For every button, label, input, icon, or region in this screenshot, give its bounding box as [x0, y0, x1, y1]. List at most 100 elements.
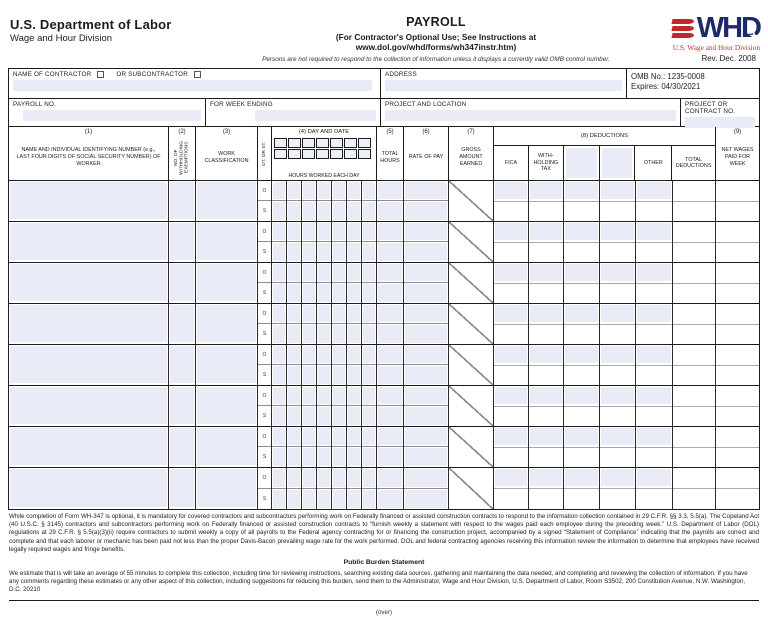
total-hours-cell[interactable] — [377, 181, 404, 221]
hours-day-cell[interactable] — [362, 427, 377, 467]
net-wages-cell[interactable] — [716, 386, 759, 426]
deduction-blank-cell-1[interactable] — [564, 468, 600, 509]
hours-day-cell[interactable] — [332, 304, 347, 344]
hours-day-cell[interactable] — [332, 222, 347, 262]
day-date-box[interactable] — [315, 149, 329, 159]
hours-day-cell[interactable] — [272, 304, 287, 344]
deduction-blank-cell-1[interactable] — [564, 181, 600, 221]
gross-amount-cell[interactable] — [449, 468, 494, 509]
subcontractor-checkbox[interactable] — [194, 71, 202, 78]
withholding-exemptions-cell[interactable] — [169, 181, 196, 221]
hours-day-cell[interactable] — [332, 263, 347, 303]
day-date-box[interactable] — [329, 149, 343, 159]
worker-name-cell[interactable] — [9, 468, 169, 509]
week-ending-input[interactable] — [255, 110, 376, 121]
hours-day-cell[interactable] — [287, 345, 302, 385]
work-classification-cell[interactable] — [196, 468, 258, 509]
other-deduction-cell[interactable] — [636, 386, 673, 426]
hours-day-cell[interactable] — [302, 304, 317, 344]
deduction-blank-cell-2[interactable] — [600, 386, 636, 426]
fica-cell[interactable] — [494, 304, 529, 344]
worker-name-cell[interactable] — [9, 222, 169, 262]
worker-name-cell[interactable] — [9, 181, 169, 221]
hours-day-cell[interactable] — [317, 304, 332, 344]
withholding-exemptions-cell[interactable] — [169, 263, 196, 303]
rate-of-pay-cell[interactable] — [404, 345, 449, 385]
worker-name-cell[interactable] — [9, 304, 169, 344]
net-wages-cell[interactable] — [716, 345, 759, 385]
day-date-box[interactable] — [343, 149, 357, 159]
hours-day-cell[interactable] — [302, 427, 317, 467]
worker-name-cell[interactable] — [9, 345, 169, 385]
other-deduction-cell[interactable] — [636, 222, 673, 262]
rate-of-pay-cell[interactable] — [404, 222, 449, 262]
hours-day-cell[interactable] — [362, 304, 377, 344]
hours-day-cell[interactable] — [332, 427, 347, 467]
fica-cell[interactable] — [494, 345, 529, 385]
deduction-blank-cell-2[interactable] — [600, 181, 636, 221]
withholding-tax-cell[interactable] — [529, 427, 564, 467]
deduction-blank-cell-1[interactable] — [564, 386, 600, 426]
rate-of-pay-cell[interactable] — [404, 263, 449, 303]
withholding-exemptions-cell[interactable] — [169, 386, 196, 426]
total-deductions-cell[interactable] — [673, 222, 716, 262]
hours-day-cell[interactable] — [347, 468, 362, 509]
hours-day-cell[interactable] — [302, 468, 317, 509]
hours-day-cell[interactable] — [332, 181, 347, 221]
day-date-box[interactable] — [301, 138, 315, 148]
deduction-blank-cell-2[interactable] — [600, 263, 636, 303]
net-wages-cell[interactable] — [716, 427, 759, 467]
rate-of-pay-cell[interactable] — [404, 304, 449, 344]
net-wages-cell[interactable] — [716, 304, 759, 344]
withholding-exemptions-cell[interactable] — [169, 468, 196, 509]
hours-day-cell[interactable] — [302, 181, 317, 221]
gross-amount-cell[interactable] — [449, 427, 494, 467]
deduction-blank-cell-2[interactable] — [600, 345, 636, 385]
work-classification-cell[interactable] — [196, 222, 258, 262]
rate-of-pay-cell[interactable] — [404, 468, 449, 509]
hours-day-cell[interactable] — [287, 427, 302, 467]
project-location-input[interactable] — [385, 110, 676, 121]
withholding-tax-cell[interactable] — [529, 263, 564, 303]
hours-day-cell[interactable] — [287, 181, 302, 221]
hours-day-cell[interactable] — [362, 345, 377, 385]
hours-day-cell[interactable] — [332, 386, 347, 426]
hours-day-cell[interactable] — [362, 468, 377, 509]
hours-day-cell[interactable] — [287, 468, 302, 509]
hours-day-cell[interactable] — [317, 386, 332, 426]
fica-cell[interactable] — [494, 427, 529, 467]
rate-of-pay-cell[interactable] — [404, 181, 449, 221]
contract-no-input[interactable] — [685, 117, 755, 128]
day-date-box[interactable] — [315, 138, 329, 148]
work-classification-cell[interactable] — [196, 263, 258, 303]
contractor-name-input[interactable] — [13, 80, 373, 91]
fica-cell[interactable] — [494, 181, 529, 221]
total-deductions-cell[interactable] — [673, 263, 716, 303]
deduction-blank-cell-2[interactable] — [600, 304, 636, 344]
other-deduction-cell[interactable] — [636, 181, 673, 221]
net-wages-cell[interactable] — [716, 263, 759, 303]
worker-name-cell[interactable] — [9, 427, 169, 467]
total-deductions-cell[interactable] — [673, 427, 716, 467]
contractor-checkbox[interactable] — [97, 71, 105, 78]
fica-cell[interactable] — [494, 468, 529, 509]
total-hours-cell[interactable] — [377, 263, 404, 303]
total-deductions-cell[interactable] — [673, 304, 716, 344]
hours-day-cell[interactable] — [347, 345, 362, 385]
withholding-exemptions-cell[interactable] — [169, 222, 196, 262]
worker-name-cell[interactable] — [9, 386, 169, 426]
withholding-tax-cell[interactable] — [529, 468, 564, 509]
hours-day-cell[interactable] — [362, 263, 377, 303]
gross-amount-cell[interactable] — [449, 345, 494, 385]
day-date-box[interactable] — [357, 149, 371, 159]
withholding-tax-cell[interactable] — [529, 345, 564, 385]
hours-day-cell[interactable] — [272, 386, 287, 426]
net-wages-cell[interactable] — [716, 468, 759, 509]
fica-cell[interactable] — [494, 263, 529, 303]
work-classification-cell[interactable] — [196, 345, 258, 385]
day-date-box[interactable] — [301, 149, 315, 159]
hours-day-cell[interactable] — [317, 222, 332, 262]
hours-day-cell[interactable] — [287, 304, 302, 344]
deduction-blank-cell-1[interactable] — [564, 427, 600, 467]
hours-day-cell[interactable] — [362, 222, 377, 262]
